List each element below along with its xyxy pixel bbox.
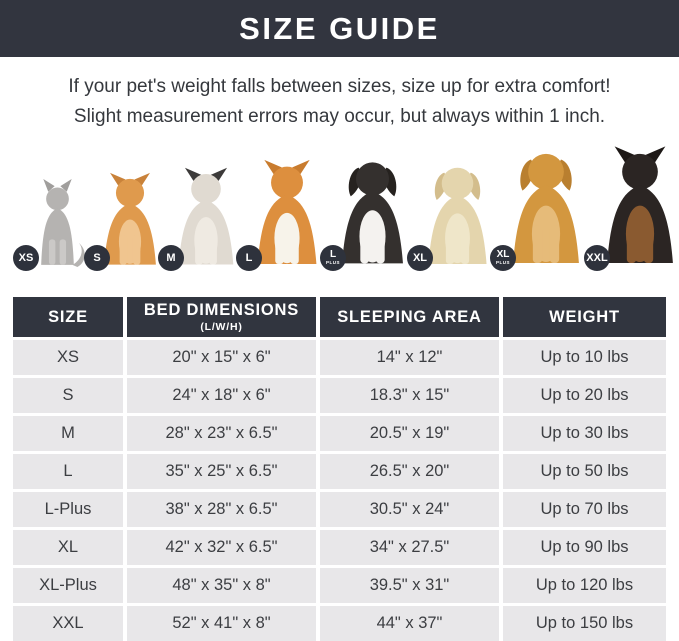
header-cell-bed-dimensions: BED DIMENSIONS (L/W/H)	[127, 297, 316, 337]
cell-size: XL	[13, 530, 123, 565]
cell-weight: Up to 150 lbs	[503, 606, 666, 641]
cell-size: XL-Plus	[13, 568, 123, 603]
pet-figure: XS	[13, 175, 93, 271]
size-badge: XS	[13, 245, 39, 271]
pet-figure: XXL	[584, 144, 679, 271]
cell-bed-dimensions: 48" x 35" x 8"	[127, 568, 316, 603]
cell-bed-dimensions: 38" x 28" x 6.5"	[127, 492, 316, 527]
cell-bed-dimensions: 42" x 32" x 6.5"	[127, 530, 316, 565]
shiba-inu-icon	[257, 159, 317, 265]
pets-row: XS S	[0, 139, 679, 271]
pet-figure: XL	[407, 159, 499, 271]
intro-text: If your pet's weight falls between sizes…	[0, 72, 679, 132]
cell-size: XS	[13, 340, 123, 375]
cell-sleeping-area: 30.5" x 24"	[320, 492, 499, 527]
cell-sleeping-area: 20.5" x 19"	[320, 416, 499, 451]
header-banner: SIZE GUIDE	[0, 0, 679, 57]
size-badge: XL PLUS	[490, 245, 516, 271]
cell-weight: Up to 20 lbs	[503, 378, 666, 413]
size-badge: M	[158, 245, 184, 271]
cell-bed-dimensions: 20" x 15" x 6"	[127, 340, 316, 375]
pet-figure: L	[236, 158, 329, 271]
cell-bed-dimensions: 52" x 41" x 8"	[127, 606, 316, 641]
border-collie-icon	[342, 162, 403, 264]
labrador-icon	[428, 167, 487, 264]
golden-retriever-icon	[513, 153, 579, 263]
cell-weight: Up to 30 lbs	[503, 416, 666, 451]
size-table: SIZE BED DIMENSIONS (L/W/H) SLEEPING AREA WE…	[13, 297, 666, 641]
cell-size: XXL	[13, 606, 123, 641]
header-cell-weight: WEIGHT	[503, 297, 666, 337]
cell-size: M	[13, 416, 123, 451]
cat-icon	[41, 178, 85, 268]
cell-sleeping-area: 18.3" x 15"	[320, 378, 499, 413]
pomeranian-icon	[104, 172, 156, 265]
cell-bed-dimensions: 35" x 25" x 6.5"	[127, 454, 316, 489]
size-badge: L PLUS	[320, 245, 346, 271]
header-cell-size: SIZE	[13, 297, 123, 337]
cell-sleeping-area: 34" x 27.5"	[320, 530, 499, 565]
cell-sleeping-area: 26.5" x 20"	[320, 454, 499, 489]
size-badge: XL	[407, 245, 433, 271]
size-badge: L	[236, 245, 262, 271]
pet-figure: L PLUS	[320, 153, 416, 271]
pet-figure: M	[158, 166, 245, 271]
header-cell-sleeping-area: SLEEPING AREA	[320, 297, 499, 337]
intro-line-2: Slight measurement errors may occur, but…	[73, 106, 606, 127]
cell-sleeping-area: 14" x 12"	[320, 340, 499, 375]
cell-size: S	[13, 378, 123, 413]
doberman-icon	[607, 146, 673, 263]
size-badge: XXL	[584, 245, 610, 271]
cell-weight: Up to 50 lbs	[503, 454, 666, 489]
page-title: SIZE GUIDE	[239, 10, 440, 46]
cell-size: L	[13, 454, 123, 489]
french-bulldog-icon	[178, 167, 234, 265]
size-badge: S	[84, 245, 110, 271]
cell-sleeping-area: 39.5" x 31"	[320, 568, 499, 603]
pet-figure: S	[84, 171, 167, 271]
intro-line-1: If your pet's weight falls between sizes…	[68, 76, 611, 97]
pet-figure: XL PLUS	[490, 144, 593, 271]
cell-weight: Up to 90 lbs	[503, 530, 666, 565]
cell-bed-dimensions: 28" x 23" x 6.5"	[127, 416, 316, 451]
cell-size: L-Plus	[13, 492, 123, 527]
cell-weight: Up to 10 lbs	[503, 340, 666, 375]
cell-weight: Up to 70 lbs	[503, 492, 666, 527]
cell-weight: Up to 120 lbs	[503, 568, 666, 603]
cell-bed-dimensions: 24" x 18" x 6"	[127, 378, 316, 413]
cell-sleeping-area: 44" x 37"	[320, 606, 499, 641]
